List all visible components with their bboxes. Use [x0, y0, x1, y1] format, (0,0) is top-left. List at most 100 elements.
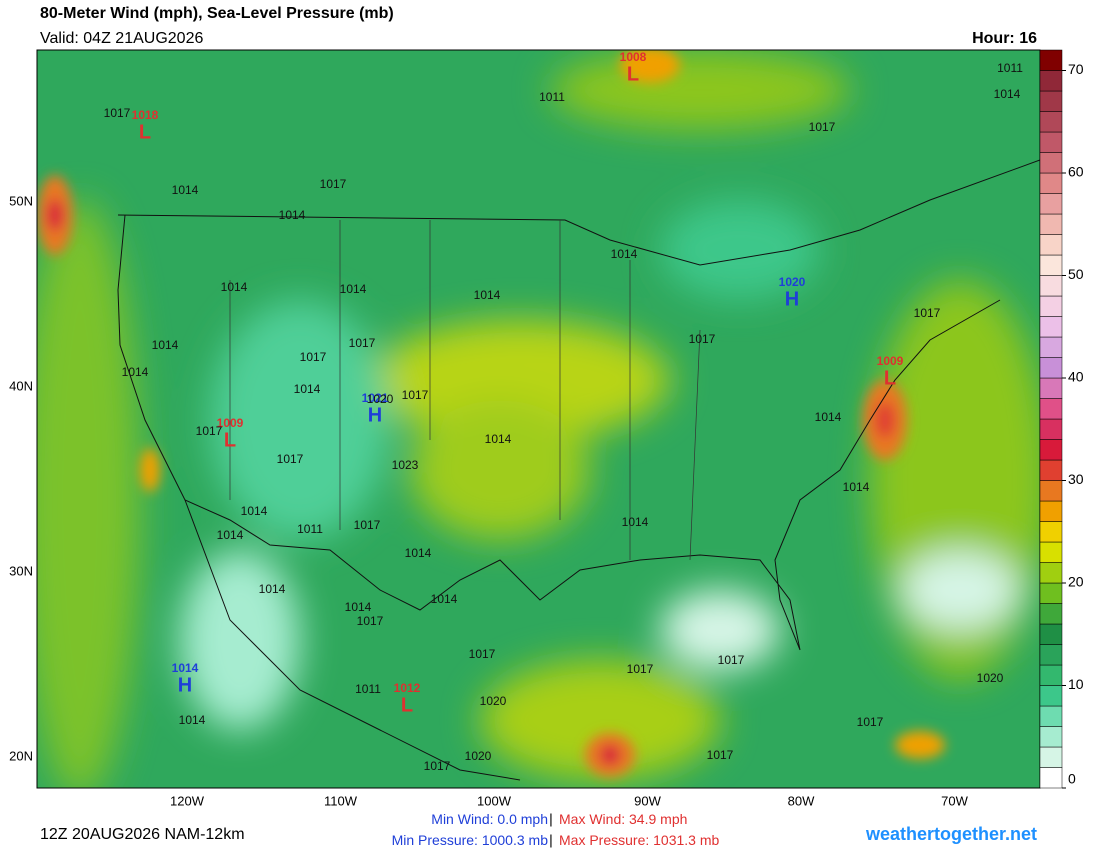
- colorbar-segment: [1039, 582, 1063, 604]
- isobar-label: 1014: [345, 600, 372, 614]
- colorbar-segment: [1039, 685, 1063, 707]
- colorbar-segment: [1039, 275, 1063, 297]
- colorbar-segment: [1039, 111, 1063, 133]
- lat-label: 40N: [9, 378, 33, 393]
- colorbar-tick-label: 60: [1068, 164, 1084, 180]
- pressure-center-letter: L: [401, 694, 413, 716]
- pressure-center-letter: L: [884, 367, 896, 389]
- model-run: 12Z 20AUG2026 NAM-12km: [40, 826, 245, 843]
- lon-label: 100W: [477, 793, 512, 808]
- lat-label: 20N: [9, 748, 33, 763]
- separator: |: [549, 832, 553, 848]
- lat-label: 50N: [9, 193, 33, 208]
- isobar-label: 1017: [357, 614, 384, 628]
- colorbar-segment: [1039, 644, 1063, 666]
- pressure-center-value: 1008: [620, 50, 647, 64]
- colorbar-tick-label: 30: [1068, 471, 1084, 487]
- colorbar-tick-label: 40: [1068, 369, 1084, 385]
- colorbar-segment: [1039, 49, 1063, 71]
- isobar-label: 1017: [196, 424, 223, 438]
- pressure-center-letter: H: [178, 674, 192, 696]
- colorbar-segment: [1039, 336, 1063, 358]
- colorbar-tick-label: 10: [1068, 676, 1084, 692]
- isobar-label: 1017: [349, 336, 376, 350]
- lon-label: 120W: [170, 793, 205, 808]
- colorbar-segment: [1039, 213, 1063, 235]
- min-wind-label: Min Wind:: [431, 811, 493, 827]
- pressure-center-value: 1009: [877, 354, 904, 368]
- us-coastline: [117, 214, 1001, 651]
- isobar-label: 1014: [485, 432, 512, 446]
- map: [37, 50, 1040, 788]
- pressure-center-letter: L: [224, 429, 236, 451]
- isobar-label: 1011: [997, 61, 1023, 75]
- max-wind-value: 34.9 mph: [629, 811, 687, 827]
- min-pressure: Min Pressure: 1000.3 mb: [392, 832, 549, 848]
- isobar-label: 1017: [809, 120, 836, 134]
- state-lines: [229, 220, 701, 561]
- colorbar-tick-label: 20: [1068, 574, 1084, 590]
- title: 80-Meter Wind (mph), Sea-Level Pressure …: [40, 5, 394, 22]
- pressure-center-value: 1012: [394, 681, 421, 695]
- valid-time: Valid: 04Z 21AUG2026: [40, 30, 203, 47]
- pressure-center-value: 1018: [132, 108, 159, 122]
- lon-label: 80W: [788, 793, 815, 808]
- us-canada-border: [117, 159, 1040, 266]
- min-wind-value: 0.0 mph: [497, 811, 548, 827]
- colorbar-segment: [1039, 500, 1063, 522]
- pressure-center-value: 1020: [779, 275, 806, 289]
- isobar-label: 1014: [279, 208, 306, 222]
- isobar-label: 1014: [152, 338, 179, 352]
- isobar-label: 1014: [179, 713, 206, 727]
- colorbar-segment: [1039, 398, 1063, 420]
- isobar-label: 1014: [474, 288, 501, 302]
- isobar-label: 1017: [707, 748, 734, 762]
- isobar-label: 1014: [340, 282, 367, 296]
- pressure-center-letter: H: [785, 288, 799, 310]
- lon-label: 90W: [634, 793, 661, 808]
- isobar-label: 1011: [539, 90, 565, 104]
- colorbar-segment: [1039, 418, 1063, 440]
- isobar-label: 1014: [815, 410, 842, 424]
- min-pressure-value: 1000.3 mb: [482, 832, 548, 848]
- pressure-center-letter: L: [139, 121, 151, 143]
- max-wind: Max Wind: 34.9 mph: [559, 811, 687, 827]
- max-pressure: Max Pressure: 1031.3 mb: [559, 832, 720, 848]
- isobar-label: 1017: [104, 106, 131, 120]
- isobar-label: 1020: [977, 671, 1004, 685]
- colorbar-segment: [1039, 234, 1063, 256]
- colorbar-segment: [1039, 439, 1063, 461]
- pressure-center-letter: L: [627, 63, 639, 85]
- colorbar-segment: [1039, 767, 1063, 789]
- isobar-label: 1020: [367, 392, 394, 406]
- wind-maxima: [37, 50, 945, 777]
- isobar-label: 1023: [392, 458, 419, 472]
- pressure-center-value: 1009: [217, 416, 244, 430]
- lat-label: 30N: [9, 563, 33, 578]
- colorbar-tick-label: 70: [1068, 61, 1084, 77]
- forecast-hour: Hour: 16: [972, 30, 1037, 47]
- pressure-center-letter: H: [368, 404, 382, 426]
- borders: [117, 159, 1040, 781]
- isobar-label: 1017: [857, 715, 884, 729]
- colorbar-segment: [1039, 377, 1063, 399]
- colorbar-tick-label: 0: [1068, 771, 1076, 787]
- colorbar-segment: [1039, 541, 1063, 563]
- isobar-label: 1017: [424, 759, 451, 773]
- min-pressure-label: Min Pressure:: [392, 832, 478, 848]
- isobar-label: 1014: [622, 515, 649, 529]
- min-wind: Min Wind: 0.0 mph: [431, 811, 548, 827]
- isobar-label: 1014: [122, 365, 149, 379]
- isobar-label: 1014: [405, 546, 432, 560]
- wind-field: [37, 50, 1040, 788]
- site-link[interactable]: weathertogether.net: [865, 824, 1037, 844]
- isobar-label: 1017: [277, 452, 304, 466]
- isobar-label: 1017: [689, 332, 716, 346]
- colorbar-segment: [1039, 459, 1063, 481]
- isobar-label: 1017: [469, 647, 496, 661]
- colorbar-segment: [1039, 705, 1063, 727]
- colorbar-segment: [1039, 726, 1063, 748]
- colorbar-segment: [1039, 193, 1063, 215]
- colorbar-segment: [1039, 603, 1063, 625]
